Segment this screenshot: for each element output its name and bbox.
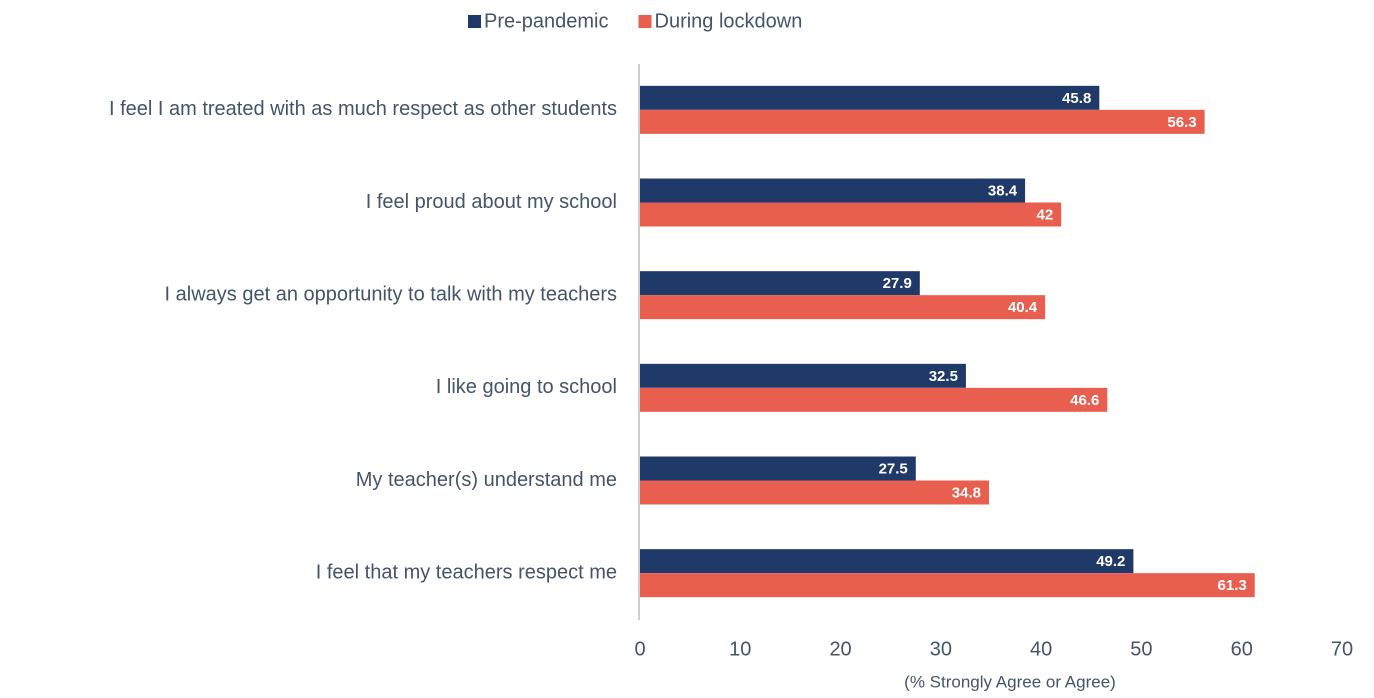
value-label: 49.2 bbox=[1096, 553, 1125, 570]
bar bbox=[640, 549, 1134, 574]
category-label: I like going to school bbox=[436, 376, 617, 398]
value-label: 27.5 bbox=[879, 460, 908, 477]
value-label: 27.9 bbox=[883, 275, 912, 292]
value-label: 34.8 bbox=[952, 484, 981, 501]
bar bbox=[640, 109, 1205, 134]
value-label: 56.3 bbox=[1167, 114, 1196, 131]
x-tick-label: 30 bbox=[930, 638, 952, 660]
bar bbox=[640, 387, 1108, 412]
x-tick-label: 0 bbox=[634, 638, 645, 660]
bar bbox=[640, 573, 1255, 598]
legend-swatch bbox=[468, 15, 481, 28]
bar bbox=[640, 480, 989, 505]
bar bbox=[640, 178, 1026, 203]
value-label: 61.3 bbox=[1218, 577, 1247, 594]
legend-swatch bbox=[638, 15, 652, 28]
category-label: I feel proud about my school bbox=[366, 191, 617, 213]
x-tick-label: 20 bbox=[829, 638, 851, 660]
category-label: My teacher(s) understand me bbox=[356, 469, 617, 491]
bar bbox=[640, 85, 1100, 110]
bar bbox=[640, 271, 920, 296]
value-label: 45.8 bbox=[1062, 90, 1091, 107]
value-label: 38.4 bbox=[988, 182, 1018, 199]
x-tick-label: 10 bbox=[729, 638, 751, 660]
x-tick-label: 70 bbox=[1331, 638, 1353, 660]
category-label: I always get an opportunity to talk with… bbox=[165, 283, 617, 305]
bar bbox=[640, 456, 916, 481]
x-tick-label: 40 bbox=[1030, 638, 1052, 660]
x-tick-label: 50 bbox=[1130, 638, 1152, 660]
value-label: 46.6 bbox=[1070, 392, 1099, 409]
bar bbox=[640, 295, 1046, 320]
legend-label: Pre-pandemic bbox=[484, 10, 609, 32]
bar bbox=[640, 363, 966, 388]
value-label: 40.4 bbox=[1008, 299, 1038, 316]
legend-label: During lockdown bbox=[655, 10, 803, 32]
x-axis-label: (% Strongly Agree or Agree) bbox=[904, 672, 1116, 691]
category-label: I feel I am treated with as much respect… bbox=[109, 98, 617, 120]
category-label: I feel that my teachers respect me bbox=[316, 561, 617, 583]
x-tick-label: 60 bbox=[1231, 638, 1253, 660]
value-label: 42 bbox=[1037, 206, 1054, 223]
value-label: 32.5 bbox=[929, 368, 958, 385]
bar bbox=[640, 202, 1062, 227]
